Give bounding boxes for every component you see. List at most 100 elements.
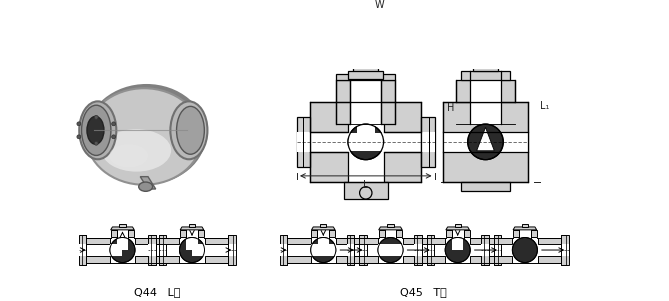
Polygon shape xyxy=(156,256,179,262)
Text: L₁: L₁ xyxy=(541,101,550,111)
Ellipse shape xyxy=(177,106,204,154)
Polygon shape xyxy=(531,230,537,237)
Ellipse shape xyxy=(86,88,202,185)
Polygon shape xyxy=(452,237,463,250)
Polygon shape xyxy=(383,152,421,182)
Circle shape xyxy=(179,237,205,262)
Bar xyxy=(470,80,501,102)
Polygon shape xyxy=(280,235,287,265)
Polygon shape xyxy=(561,235,569,265)
Polygon shape xyxy=(481,244,489,256)
Circle shape xyxy=(445,237,470,262)
Bar xyxy=(421,132,435,152)
Ellipse shape xyxy=(82,105,111,155)
Polygon shape xyxy=(280,244,287,256)
Text: Q45   T形: Q45 T形 xyxy=(400,287,447,297)
Polygon shape xyxy=(135,256,159,262)
Polygon shape xyxy=(86,256,110,262)
Polygon shape xyxy=(312,230,318,237)
Polygon shape xyxy=(381,80,395,124)
Polygon shape xyxy=(310,102,348,132)
Text: Q44   L形: Q44 L形 xyxy=(134,287,181,297)
Ellipse shape xyxy=(79,101,116,159)
Polygon shape xyxy=(355,256,378,262)
Polygon shape xyxy=(336,237,359,244)
Bar xyxy=(443,102,528,182)
Polygon shape xyxy=(311,244,323,256)
Polygon shape xyxy=(192,244,205,256)
Polygon shape xyxy=(180,230,186,237)
Polygon shape xyxy=(391,244,403,256)
Polygon shape xyxy=(347,244,355,256)
Polygon shape xyxy=(476,127,494,151)
Polygon shape xyxy=(379,227,402,230)
Polygon shape xyxy=(110,244,122,256)
Polygon shape xyxy=(355,237,378,244)
Polygon shape xyxy=(494,244,502,256)
Polygon shape xyxy=(347,235,355,265)
Ellipse shape xyxy=(86,84,206,185)
Text: H: H xyxy=(447,103,454,113)
Polygon shape xyxy=(310,152,348,182)
Polygon shape xyxy=(205,256,228,262)
Bar xyxy=(120,224,126,227)
Bar xyxy=(320,224,326,227)
Polygon shape xyxy=(180,227,204,230)
Bar xyxy=(349,30,383,38)
Polygon shape xyxy=(159,244,167,256)
Ellipse shape xyxy=(138,182,153,191)
Polygon shape xyxy=(379,230,385,237)
Polygon shape xyxy=(359,244,367,256)
Polygon shape xyxy=(470,237,494,244)
Circle shape xyxy=(378,237,403,262)
Polygon shape xyxy=(513,230,519,237)
Polygon shape xyxy=(427,244,434,256)
Polygon shape xyxy=(359,235,367,265)
Circle shape xyxy=(112,135,116,139)
Circle shape xyxy=(348,124,383,160)
Polygon shape xyxy=(187,237,197,250)
Polygon shape xyxy=(205,237,228,244)
Polygon shape xyxy=(427,235,434,265)
Bar xyxy=(387,224,393,227)
Polygon shape xyxy=(149,235,156,265)
Polygon shape xyxy=(461,182,510,191)
Bar xyxy=(337,74,395,80)
Polygon shape xyxy=(421,237,445,244)
Circle shape xyxy=(94,115,98,119)
Text: W: W xyxy=(375,0,384,10)
Polygon shape xyxy=(79,235,86,265)
Bar xyxy=(353,34,378,74)
Polygon shape xyxy=(336,256,359,262)
Polygon shape xyxy=(228,235,235,265)
Polygon shape xyxy=(464,230,470,237)
Polygon shape xyxy=(494,235,502,265)
Polygon shape xyxy=(489,237,512,244)
Polygon shape xyxy=(538,256,561,262)
Polygon shape xyxy=(470,256,494,262)
Bar xyxy=(470,102,501,124)
Circle shape xyxy=(512,237,537,262)
Circle shape xyxy=(77,135,81,139)
Polygon shape xyxy=(159,235,167,265)
Polygon shape xyxy=(414,235,421,265)
Polygon shape xyxy=(414,244,421,256)
Polygon shape xyxy=(110,230,116,237)
Polygon shape xyxy=(489,256,512,262)
Polygon shape xyxy=(128,230,134,237)
Polygon shape xyxy=(403,256,427,262)
Polygon shape xyxy=(329,230,335,237)
Circle shape xyxy=(94,141,98,145)
Circle shape xyxy=(110,237,135,262)
Polygon shape xyxy=(481,235,489,265)
Polygon shape xyxy=(421,117,435,167)
Bar xyxy=(349,71,383,79)
Polygon shape xyxy=(110,227,134,230)
Polygon shape xyxy=(297,117,310,167)
Polygon shape xyxy=(403,237,427,244)
Bar xyxy=(443,132,528,152)
Polygon shape xyxy=(378,244,391,256)
Polygon shape xyxy=(86,237,110,244)
Polygon shape xyxy=(456,80,515,102)
Bar xyxy=(455,224,461,227)
